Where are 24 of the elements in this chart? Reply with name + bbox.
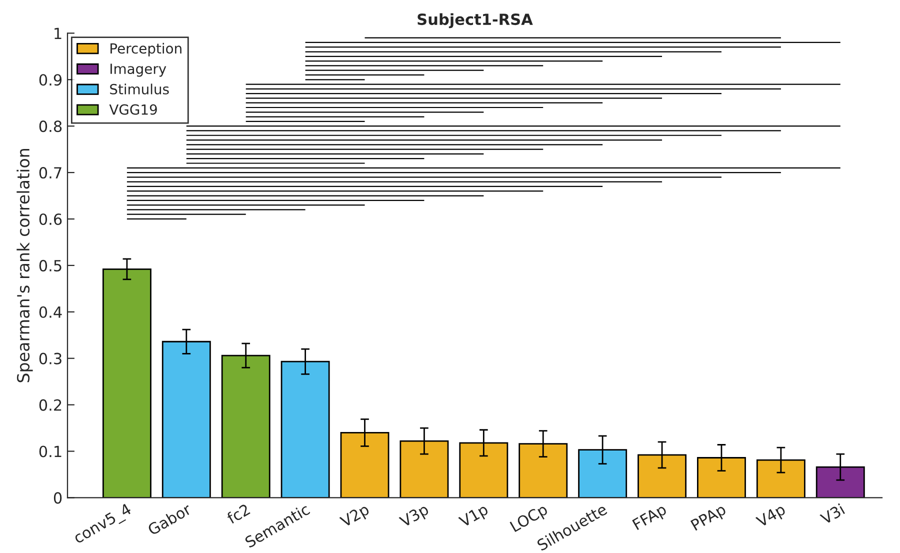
x-tick-label: FFAp	[632, 503, 669, 533]
legend-label: VGG19	[109, 104, 157, 115]
x-tick-label: V3i	[819, 503, 846, 525]
y-tick-label: 0.6	[39, 213, 62, 226]
y-tick-label: 0.7	[39, 167, 62, 179]
y-tick-label: 0.2	[39, 399, 62, 411]
y-tick-label: 0.8	[39, 120, 62, 132]
y-tick-label: 0.5	[39, 260, 62, 272]
legend-label: Perception	[110, 42, 182, 56]
x-tick-label: V4p	[755, 503, 788, 530]
y-tick-label: 0	[54, 492, 62, 504]
y-tick-label: 0.1	[39, 446, 62, 458]
chart-title: Subject1-RSA	[418, 13, 533, 28]
x-tick-label: V2p	[339, 503, 372, 530]
legend-label: Stimulus	[110, 84, 169, 94]
y-tick-label: 0.9	[39, 74, 62, 86]
y-axis-title: Spearman's rank correlation	[16, 148, 33, 382]
x-tick-label: PPAp	[690, 503, 728, 534]
legend-label: Imagery	[110, 64, 166, 77]
y-tick-label: 0.3	[39, 352, 62, 364]
x-tick-label: V3p	[398, 503, 431, 530]
y-tick-label: 1	[54, 28, 62, 39]
y-tick-label: 0.4	[39, 306, 62, 318]
x-tick-label: V1p	[458, 503, 490, 530]
